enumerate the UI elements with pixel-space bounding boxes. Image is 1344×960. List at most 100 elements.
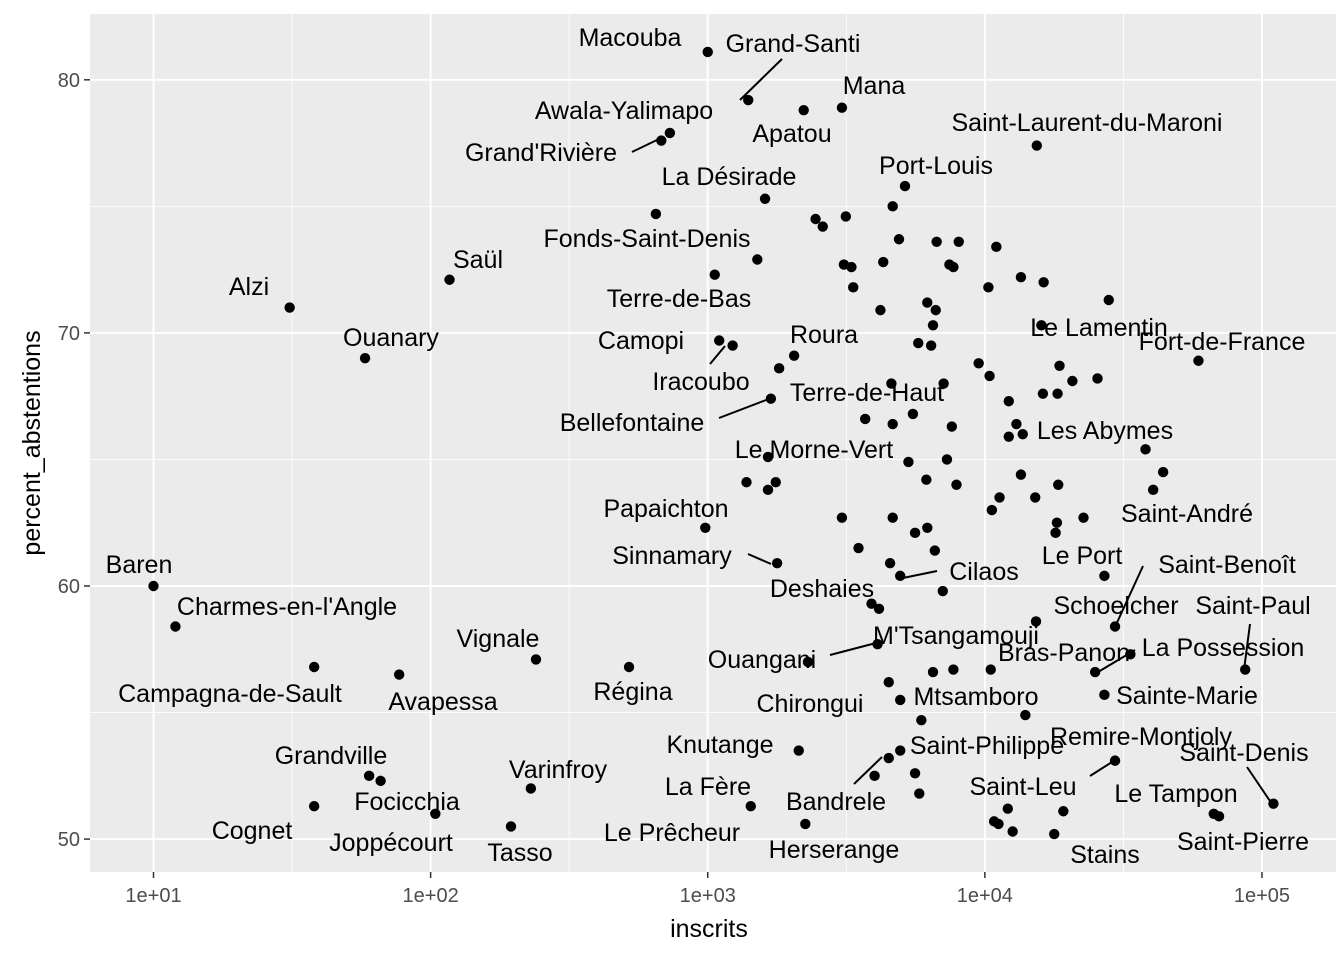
data-point xyxy=(938,378,949,389)
data-point xyxy=(886,378,897,389)
data-point xyxy=(1125,649,1136,660)
x-tick-label: 1e+01 xyxy=(125,885,181,907)
data-point xyxy=(1020,709,1031,721)
data-points xyxy=(148,46,1279,840)
label-leader-line xyxy=(747,553,772,565)
data-point xyxy=(985,664,996,675)
x-tick-label: 1e+05 xyxy=(1234,885,1290,907)
point-label: Saint-Paul xyxy=(1195,592,1310,620)
data-point xyxy=(765,393,777,404)
data-point xyxy=(741,477,752,488)
data-point xyxy=(887,201,898,212)
data-point xyxy=(859,413,871,425)
data-point xyxy=(1193,355,1204,366)
data-point xyxy=(946,421,958,432)
data-point xyxy=(800,818,811,830)
data-point xyxy=(771,558,783,569)
point-label: Saint-Laurent-du-Maroni xyxy=(952,109,1223,137)
point-label: Cognet xyxy=(212,817,293,845)
data-point xyxy=(702,46,713,58)
point-label: Avapessa xyxy=(388,688,497,716)
data-point xyxy=(931,236,942,247)
data-point xyxy=(846,261,857,273)
data-point xyxy=(984,370,995,382)
data-point xyxy=(994,492,1005,503)
data-point xyxy=(1092,373,1103,384)
data-point xyxy=(909,768,921,779)
data-point xyxy=(1002,803,1013,814)
data-point xyxy=(623,661,635,673)
data-point xyxy=(973,358,984,369)
x-tick-label: 1e+03 xyxy=(680,885,736,907)
point-label: Macouba xyxy=(579,24,682,52)
data-point xyxy=(1015,272,1027,283)
point-label: Grand-Santi xyxy=(726,30,861,58)
data-point xyxy=(1089,666,1101,678)
point-label: M'Tsangamouji xyxy=(873,622,1039,650)
data-point xyxy=(937,585,948,597)
point-label: Awala-Yalimapo xyxy=(535,97,713,125)
data-point xyxy=(875,304,886,316)
data-point xyxy=(530,654,542,665)
point-label: Port-Louis xyxy=(879,152,993,180)
point-label: Focicchia xyxy=(354,788,460,816)
point-label: Saint-Philippe xyxy=(910,732,1064,760)
data-point xyxy=(916,714,927,726)
data-point xyxy=(1030,616,1042,627)
point-label: Campagna-de-Sault xyxy=(118,680,342,708)
data-point xyxy=(430,808,441,819)
data-point xyxy=(148,580,159,592)
point-label: Ouanary xyxy=(343,324,439,352)
point-label: Bandrele xyxy=(786,788,886,816)
data-point xyxy=(714,335,725,346)
point-label: Le Tampon xyxy=(1114,780,1237,808)
point-label: La Possession xyxy=(1142,634,1305,662)
data-point xyxy=(664,127,676,139)
data-point xyxy=(745,800,756,812)
major-gridlines xyxy=(90,14,1336,872)
data-point xyxy=(1054,360,1065,372)
y-tick-label: 50 xyxy=(58,829,80,851)
point-label: Cilaos xyxy=(949,558,1018,586)
data-point xyxy=(991,241,1002,253)
point-labels: Macouba Grand-Santi Mana Awala-Yalimapo Apat… xyxy=(106,24,1311,869)
point-label: Roura xyxy=(790,321,858,349)
data-point xyxy=(700,522,711,533)
data-point xyxy=(1051,517,1063,528)
data-point xyxy=(709,269,720,280)
data-point xyxy=(895,694,906,706)
point-label: Deshaies xyxy=(770,575,874,603)
label-leader-line xyxy=(709,345,726,365)
point-label: Le Lamentin xyxy=(1030,314,1168,342)
point-label: Bras-Panon xyxy=(998,639,1130,667)
data-point xyxy=(878,256,889,268)
plot-panel xyxy=(90,14,1336,872)
point-label: Tasso xyxy=(487,839,552,867)
data-point xyxy=(836,102,848,113)
data-point xyxy=(883,676,894,688)
data-point xyxy=(1011,418,1022,430)
point-label: Stains xyxy=(1070,841,1139,869)
data-point xyxy=(1036,320,1047,331)
data-point xyxy=(922,297,933,308)
data-point xyxy=(887,512,898,523)
point-label: Mtsamboro xyxy=(913,683,1038,711)
data-point xyxy=(1030,492,1041,503)
point-label: Varinfroy xyxy=(509,756,608,784)
data-point xyxy=(883,752,894,764)
point-label: Le Morne-Vert xyxy=(735,436,893,464)
data-point xyxy=(393,669,405,680)
data-point xyxy=(1007,826,1018,837)
x-axis: 1e+01 1e+02 1e+03 1e+04 1e+05 xyxy=(125,872,1290,907)
data-point xyxy=(887,418,898,430)
point-label: Papaichton xyxy=(603,495,728,523)
point-label: Saint-Pierre xyxy=(1177,828,1309,856)
data-point xyxy=(1157,466,1169,478)
data-point xyxy=(656,135,667,146)
point-label: La Désirade xyxy=(662,163,797,191)
data-point xyxy=(1037,388,1049,399)
y-axis-title: percent_abstentions xyxy=(18,330,46,555)
label-leader-line xyxy=(853,756,883,785)
minor-gridlines xyxy=(90,14,1336,872)
